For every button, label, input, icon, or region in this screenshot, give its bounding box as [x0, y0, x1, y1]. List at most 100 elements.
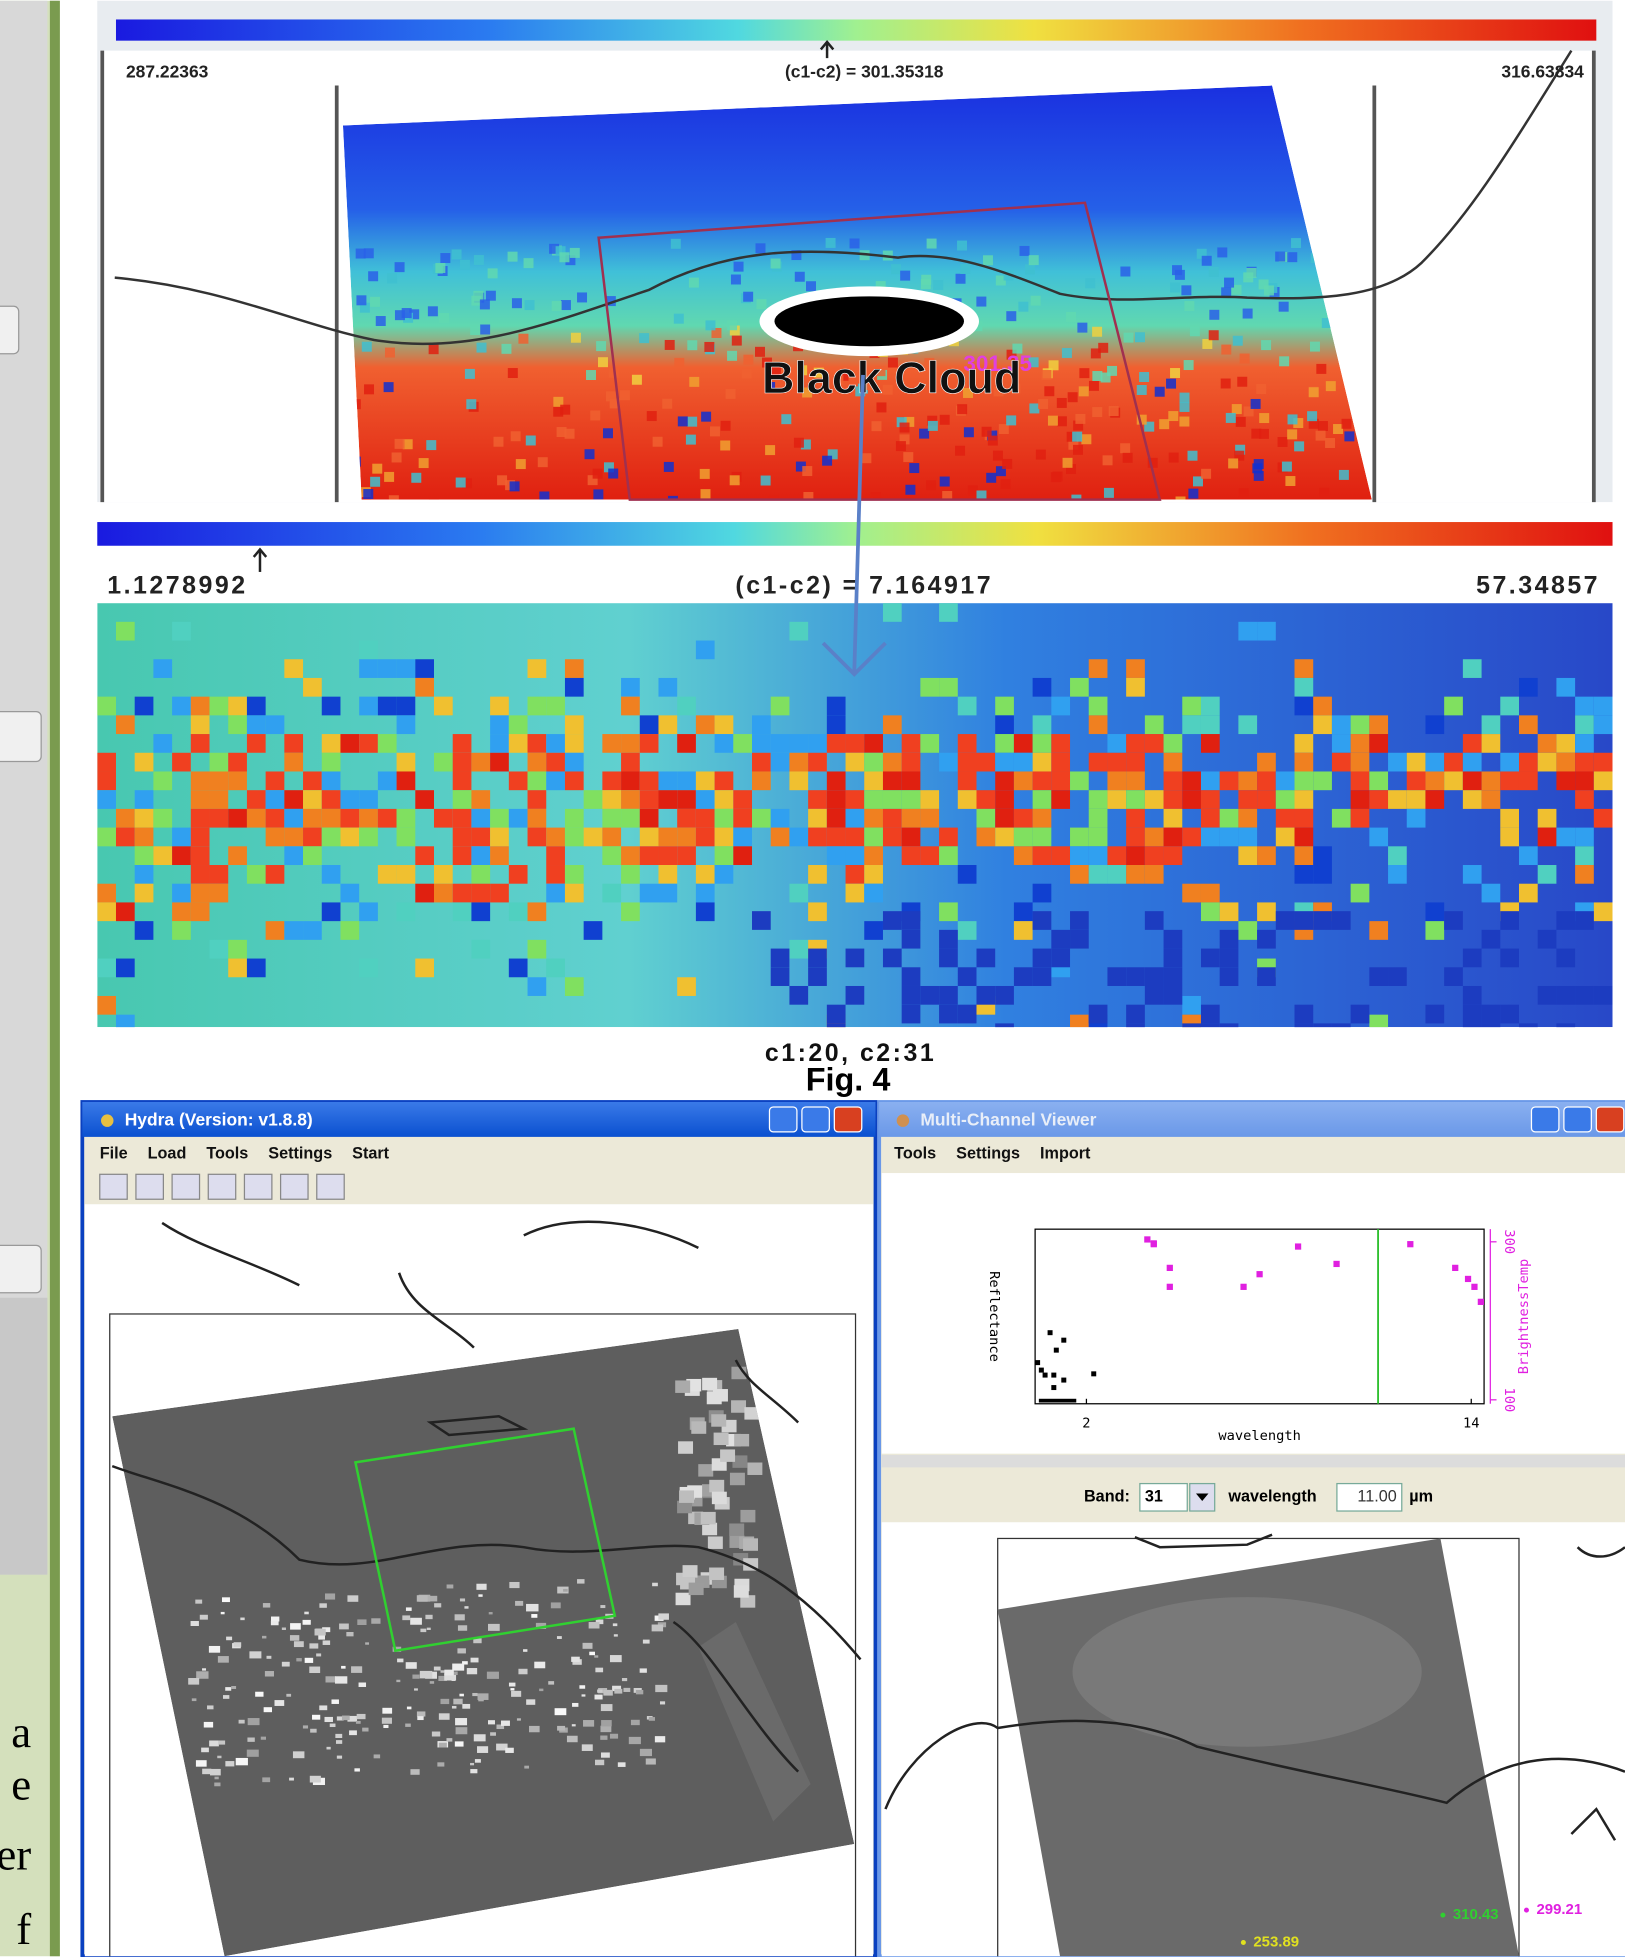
cloud-speck	[709, 1480, 724, 1492]
heat-cell	[135, 809, 154, 828]
cloud-speck	[597, 1689, 602, 1692]
cloud-speck	[341, 1666, 345, 1669]
toolbar-button[interactable]	[136, 1174, 163, 1199]
heat-cell	[1407, 771, 1426, 790]
cloud-speck	[531, 1614, 537, 1618]
heat-cell	[939, 678, 958, 697]
heat-cell	[1155, 387, 1165, 397]
heat-cell	[1238, 771, 1257, 790]
x-axis-label: wavelength	[1218, 1428, 1301, 1444]
window-button[interactable]	[769, 1107, 796, 1132]
heat-cell	[210, 809, 229, 828]
heat-cell	[1282, 462, 1292, 472]
cloud-speck	[640, 1749, 652, 1756]
cloud-speck	[660, 1701, 665, 1704]
heat-cell	[1051, 472, 1061, 482]
cloud-speck	[595, 1668, 603, 1673]
cloud-speck	[582, 1694, 586, 1696]
heat-cell	[704, 342, 714, 352]
heat-cell	[1295, 734, 1314, 753]
heat-cell	[1179, 417, 1189, 427]
heat-cell	[1556, 678, 1575, 697]
cloud-speck	[462, 1704, 470, 1709]
menu-item[interactable]: Settings	[268, 1145, 332, 1163]
heat-cell	[153, 771, 172, 790]
menu-item[interactable]: Settings	[956, 1145, 1020, 1163]
cloud-speck	[406, 1662, 417, 1669]
heat-cell	[434, 697, 453, 716]
menu-item[interactable]: Start	[352, 1145, 390, 1163]
heat-cell	[284, 790, 303, 809]
heat-cell	[608, 469, 618, 479]
heat-cell	[501, 344, 511, 354]
heat-cell	[1145, 865, 1164, 884]
menu-item[interactable]: Tools	[206, 1145, 248, 1163]
input-box[interactable]	[0, 712, 41, 762]
window-button[interactable]	[834, 1107, 861, 1132]
cloud-speck	[460, 1598, 465, 1601]
cloud-speck	[740, 1510, 755, 1522]
heat-cell	[640, 809, 659, 828]
toolbar-button[interactable]	[244, 1174, 271, 1199]
cloud-speck	[459, 1694, 463, 1697]
heat-cell	[228, 809, 247, 828]
toolbar-button[interactable]	[281, 1174, 308, 1199]
cloud-speck	[600, 1726, 611, 1732]
band-value: 31	[1145, 1488, 1163, 1506]
heat-cell	[1500, 911, 1519, 930]
heat-cell	[1089, 846, 1108, 865]
scatter-point	[1256, 1271, 1262, 1277]
heat-cell	[677, 734, 696, 753]
cloud-speck	[218, 1656, 229, 1663]
cloud-speck	[487, 1672, 499, 1679]
heat-cell	[940, 477, 950, 487]
heat-cell	[826, 238, 836, 248]
menu-item[interactable]: Tools	[894, 1145, 936, 1163]
window-button[interactable]	[1531, 1107, 1558, 1132]
toolbar-button[interactable]	[208, 1174, 235, 1199]
heat-cell	[794, 438, 804, 448]
heat-cell	[1575, 753, 1594, 772]
heat-cell	[97, 828, 116, 847]
cloud-speck	[683, 1565, 698, 1577]
heat-cell	[1332, 911, 1351, 930]
heat-cell	[1006, 415, 1016, 425]
heat-cell	[510, 481, 520, 491]
window-button[interactable]	[1596, 1107, 1623, 1132]
heat-cell	[1425, 902, 1444, 921]
heat-cell	[1070, 771, 1089, 790]
menu-item[interactable]: Load	[148, 1145, 187, 1163]
window-button[interactable]	[1564, 1107, 1591, 1132]
menu-item[interactable]: File	[100, 1145, 128, 1163]
window-title: Multi-Channel Viewer	[920, 1109, 1096, 1129]
window-button[interactable]	[802, 1107, 829, 1132]
heat-cell	[1182, 790, 1201, 809]
input-box[interactable]	[0, 1245, 41, 1292]
heat-cell	[939, 1005, 958, 1024]
heat-cell	[359, 697, 378, 716]
toolbar-button[interactable]	[172, 1174, 199, 1199]
input-box[interactable]	[0, 306, 19, 353]
heat-cell	[1538, 828, 1557, 847]
sidebar-text: e	[11, 1759, 31, 1809]
heat-cell	[1107, 734, 1126, 753]
toolbar-button[interactable]	[317, 1174, 344, 1199]
point	[1061, 1338, 1066, 1343]
heat-cell	[1295, 865, 1314, 884]
heat-cell	[640, 715, 659, 734]
heat-cell	[1295, 1023, 1314, 1042]
heat-cell	[1351, 809, 1370, 828]
menu-item[interactable]: Import	[1040, 1145, 1091, 1163]
heat-cell	[1575, 865, 1594, 884]
cloud-speck	[529, 1726, 540, 1732]
splitter[interactable]	[882, 1455, 1625, 1467]
cloud-speck	[427, 1628, 431, 1630]
toolbar-button[interactable]	[100, 1174, 127, 1199]
cloud-speck	[402, 1615, 410, 1620]
heat-cell	[846, 846, 865, 865]
cloud-speck	[474, 1734, 486, 1741]
heat-cell	[426, 440, 436, 450]
cloud-speck	[354, 1768, 359, 1771]
heat-cell	[247, 790, 266, 809]
heat-cell	[1038, 399, 1048, 409]
